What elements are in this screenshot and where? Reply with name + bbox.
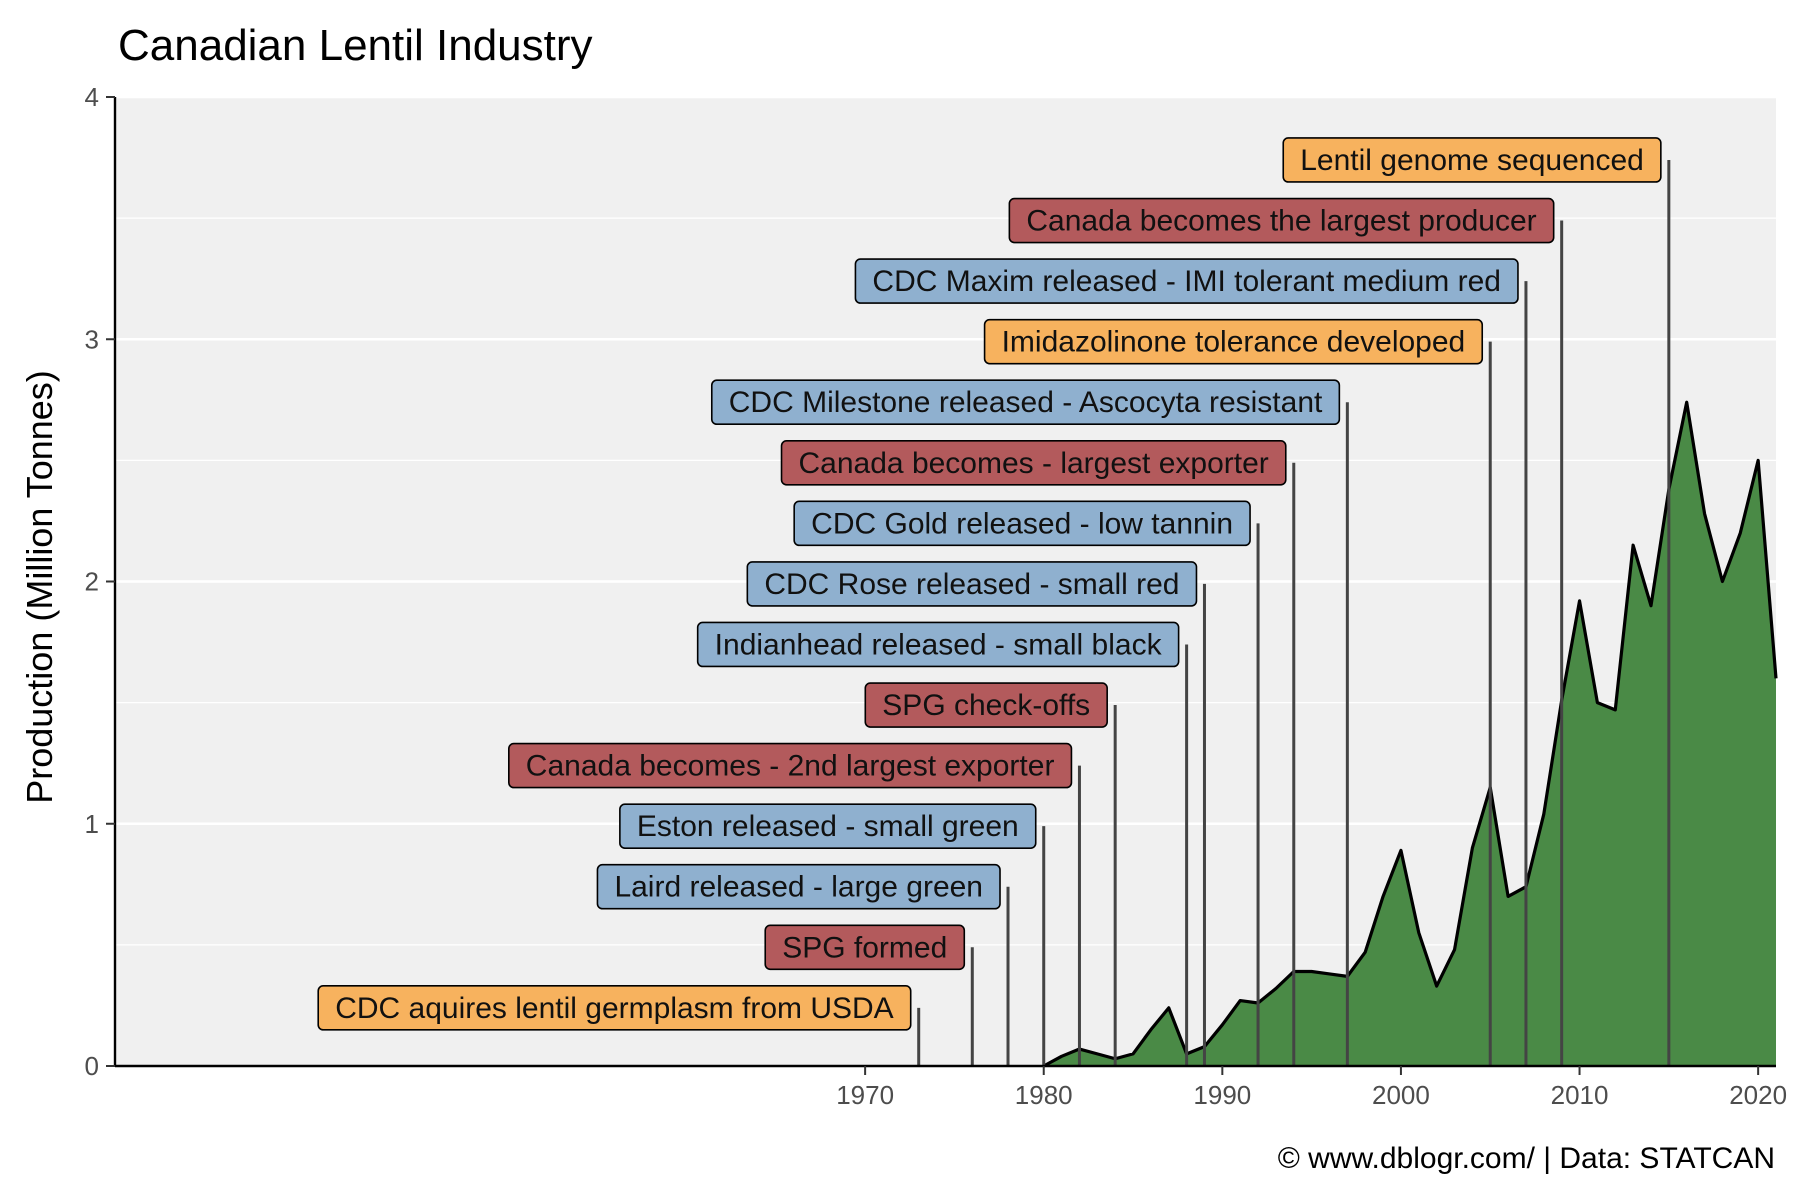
x-tick-label: 1990 bbox=[1193, 1080, 1251, 1110]
production-line bbox=[1042, 400, 1778, 1068]
chart-title: Canadian Lentil Industry bbox=[118, 21, 593, 70]
event-label-text: CDC aquires lentil germplasm from USDA bbox=[335, 992, 894, 1025]
event-label-box bbox=[317, 985, 912, 1031]
caption: © www.dblogr.com/ | Data: STATCAN bbox=[1278, 1142, 1775, 1175]
event-label-box bbox=[864, 682, 1108, 728]
event-label-box bbox=[508, 742, 1073, 789]
y-tick-label: 2 bbox=[85, 567, 99, 597]
event-label-box bbox=[854, 258, 1519, 304]
event-label: CDC Rose released - small red bbox=[746, 561, 1198, 607]
event-label: CDC Gold released - low tannin bbox=[793, 500, 1251, 547]
event-label-text: Lentil genome sequenced bbox=[1300, 144, 1644, 177]
event-label: Canada becomes the largest producer bbox=[1008, 197, 1555, 244]
y-tick-label: 3 bbox=[85, 324, 99, 354]
event-label-text: CDC Maxim released - IMI tolerant medium… bbox=[872, 265, 1501, 298]
event-label-box bbox=[780, 439, 1287, 486]
event-label-text: Imidazolinone tolerance developed bbox=[1002, 326, 1466, 359]
event-label: Laird released - large green bbox=[596, 863, 1001, 910]
event-label: CDC Maxim released - IMI tolerant medium… bbox=[854, 258, 1519, 304]
event-label-box bbox=[746, 561, 1198, 607]
y-tick-label: 1 bbox=[85, 809, 99, 839]
event-label-box bbox=[619, 803, 1037, 849]
x-tick-label: 2010 bbox=[1551, 1080, 1609, 1110]
event-label-box bbox=[983, 318, 1484, 365]
event-label-text: SPG formed bbox=[782, 931, 947, 964]
event-label: CDC Milestone released - Ascocyta resist… bbox=[710, 379, 1341, 426]
event-label-text: Indianhead released - small black bbox=[715, 628, 1163, 661]
x-tick-label: 1980 bbox=[1015, 1080, 1073, 1110]
x-tick-label: 1970 bbox=[836, 1080, 894, 1110]
event-label-box bbox=[696, 621, 1180, 668]
event-label-box bbox=[793, 500, 1251, 547]
event-label-box bbox=[710, 379, 1341, 426]
y-tick-label: 4 bbox=[85, 82, 99, 112]
event-label: CDC aquires lentil germplasm from USDA bbox=[317, 985, 912, 1031]
y-axis-label: Production (Million Tonnes) bbox=[19, 370, 60, 804]
event-label-text: SPG check-offs bbox=[882, 689, 1090, 722]
plot-area: CDC aquires lentil germplasm from USDA SP… bbox=[85, 82, 1788, 1110]
production-area bbox=[1043, 402, 1776, 1066]
event-label: Canada becomes - 2nd largest exporter bbox=[508, 742, 1073, 789]
event-label: Canada becomes - largest exporter bbox=[780, 439, 1287, 486]
x-tick-label: 2020 bbox=[1729, 1080, 1787, 1110]
event-label: Indianhead released - small black bbox=[696, 621, 1180, 668]
event-label-text: Canada becomes - largest exporter bbox=[799, 447, 1269, 480]
event-label-text: Canada becomes the largest producer bbox=[1026, 205, 1536, 238]
y-tick-label: 0 bbox=[85, 1051, 99, 1081]
x-tick-label: 2000 bbox=[1372, 1080, 1430, 1110]
event-label-text: CDC Rose released - small red bbox=[764, 568, 1179, 601]
event-label: Lentil genome sequenced bbox=[1282, 137, 1662, 183]
event-label-box bbox=[764, 924, 966, 971]
event-label-text: CDC Milestone released - Ascocyta resist… bbox=[729, 386, 1323, 419]
event-label-text: CDC Gold released - low tannin bbox=[811, 507, 1233, 540]
event-label-text: Canada becomes - 2nd largest exporter bbox=[526, 750, 1055, 783]
event-label-text: Eston released - small green bbox=[637, 810, 1019, 843]
event-label-text: Laird released - large green bbox=[614, 871, 983, 904]
event-label: Eston released - small green bbox=[619, 803, 1037, 849]
event-label: SPG formed bbox=[764, 924, 966, 971]
event-label-box bbox=[596, 863, 1001, 910]
event-label: SPG check-offs bbox=[864, 682, 1108, 728]
event-label: Imidazolinone tolerance developed bbox=[983, 318, 1484, 365]
event-label-box bbox=[1282, 137, 1662, 183]
event-label-box bbox=[1008, 197, 1555, 244]
